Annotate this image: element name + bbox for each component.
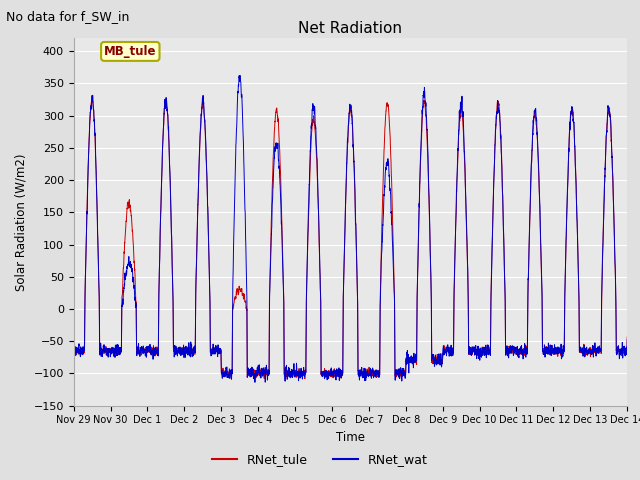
RNet_tule — [88, 96, 96, 101]
Title: Net Radiation: Net Radiation — [298, 21, 403, 36]
RNet_tule — [170, 318, 177, 324]
RNet_tule — [506, 349, 514, 355]
Line: RNet_wat: RNet_wat — [74, 75, 627, 382]
RNet_wat — [506, 350, 514, 356]
RNet_wat — [236, 72, 244, 78]
RNet_tule — [623, 348, 630, 354]
RNet_wat — [475, 356, 483, 361]
Text: MB_tule: MB_tule — [104, 45, 157, 58]
Text: No data for f_SW_in: No data for f_SW_in — [6, 10, 130, 23]
RNet_tule — [301, 376, 308, 382]
RNet_wat — [70, 335, 77, 341]
Legend: RNet_tule, RNet_wat: RNet_tule, RNet_wat — [207, 448, 433, 471]
RNet_tule — [475, 348, 483, 354]
RNet_wat — [623, 337, 631, 343]
Line: RNet_tule: RNet_tule — [74, 98, 627, 379]
RNet_tule — [444, 348, 452, 354]
RNet_wat — [330, 372, 338, 378]
RNet_wat — [169, 299, 177, 304]
RNet_wat — [623, 345, 630, 350]
RNet_tule — [330, 370, 338, 376]
X-axis label: Time: Time — [336, 431, 365, 444]
RNet_tule — [623, 334, 631, 340]
RNet_wat — [251, 379, 259, 385]
RNet_tule — [70, 334, 77, 339]
Y-axis label: Solar Radiation (W/m2): Solar Radiation (W/m2) — [15, 153, 28, 291]
RNet_wat — [444, 345, 452, 350]
